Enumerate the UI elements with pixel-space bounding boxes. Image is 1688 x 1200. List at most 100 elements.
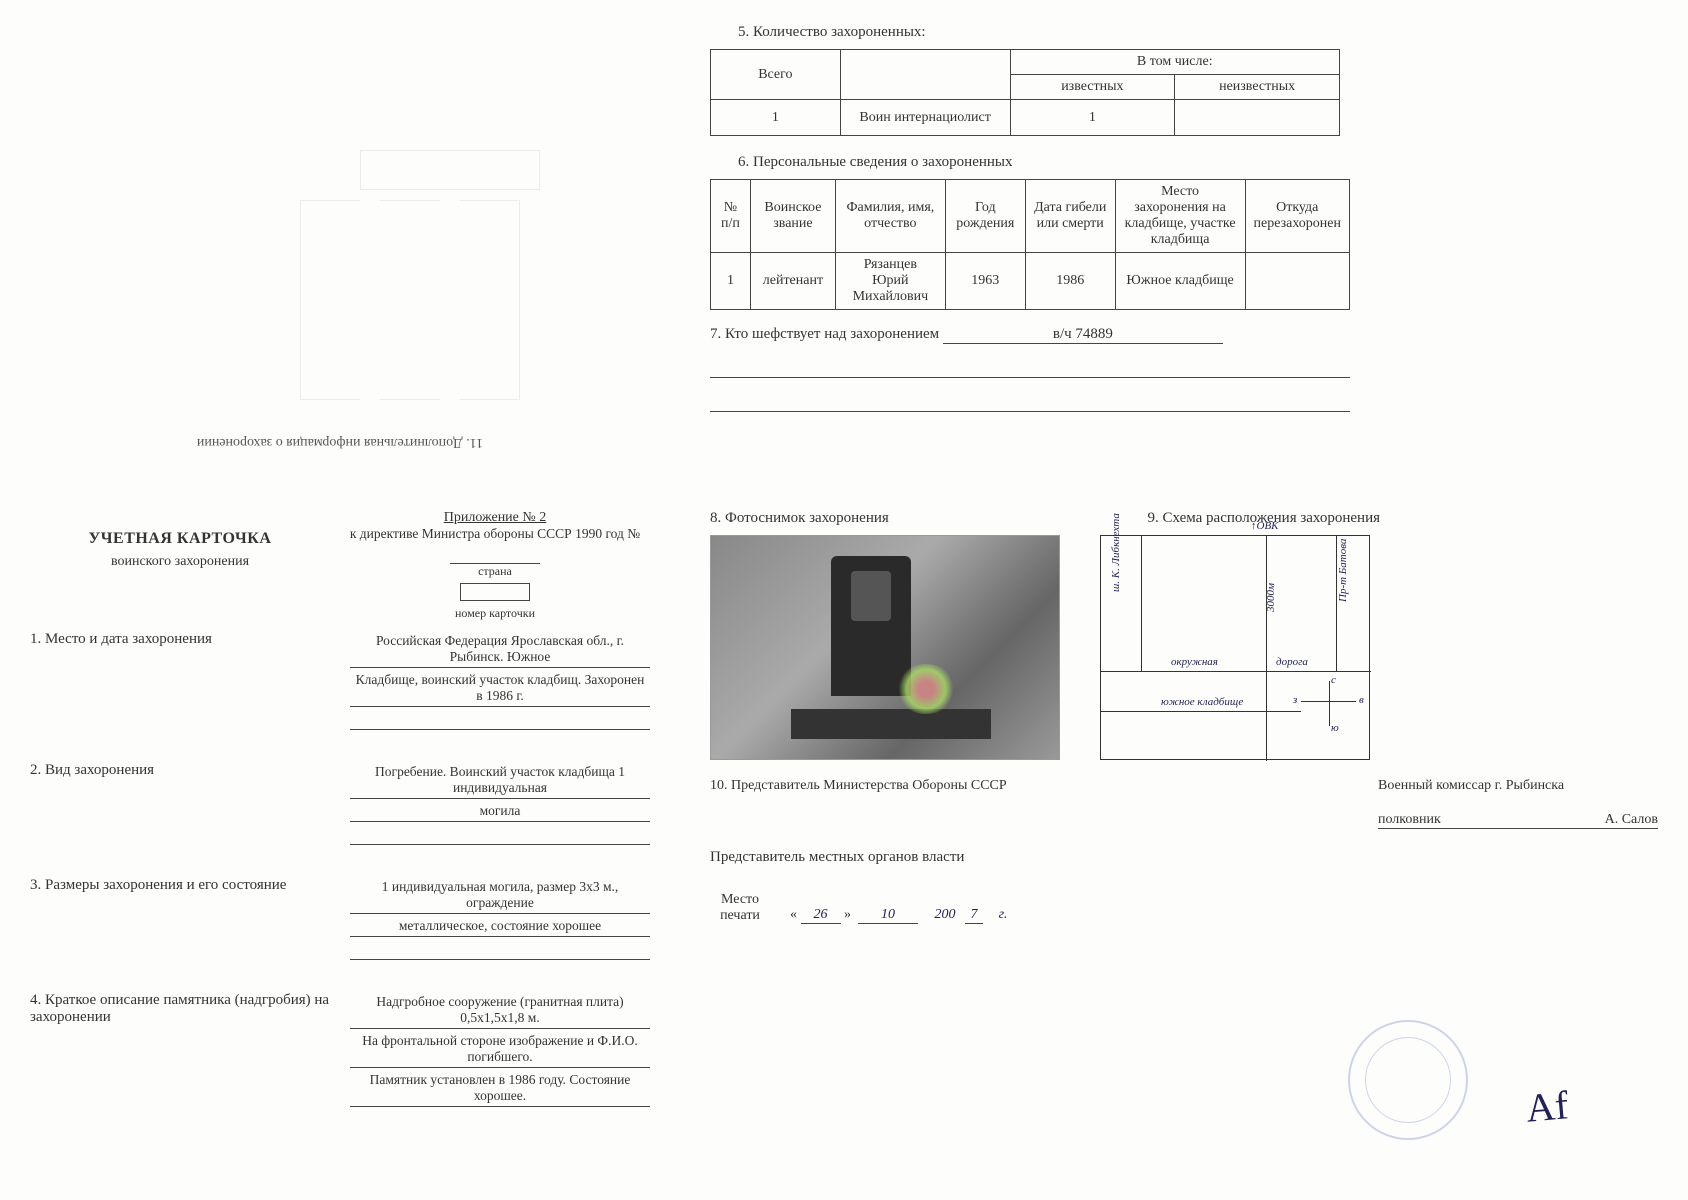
blank-line	[710, 392, 1350, 412]
value-line: Памятник установлен в 1986 году. Состоян…	[350, 1070, 650, 1107]
sec10-title: 10. Представитель Министерства Обороны С…	[710, 778, 1007, 794]
quadrant-top-right: 5. Количество захороненных: Всего В том …	[680, 0, 1688, 490]
t6-h-num: № п/п	[711, 180, 751, 253]
form-row: 4. Краткое описание памятника (надгробия…	[30, 992, 650, 1109]
t6-h-rank: Воинское звание	[750, 180, 835, 253]
rep-local: Представитель местных органов власти	[710, 849, 1658, 866]
scheme-line	[1101, 671, 1371, 672]
value-line: 1 индивидуальная могила, размер 3х3 м., …	[350, 877, 650, 914]
sec8-title: 8. Фотоснимок захоронения	[710, 510, 1070, 527]
compass-v	[1329, 681, 1330, 726]
scheme-street1: ш. К. Либкнехта	[1110, 513, 1122, 592]
scheme-south: южное кладбище	[1161, 696, 1243, 708]
value-line	[350, 939, 650, 960]
form-subtitle: воинского захоронения	[30, 554, 330, 570]
table-6: № п/п Воинское звание Фамилия, имя, отче…	[710, 179, 1350, 310]
form-items: 1. Место и дата захороненияРоссийская Фе…	[30, 631, 650, 1109]
bl-header: УЧЕТНАЯ КАРТОЧКА воинского захоронения П…	[30, 510, 650, 621]
table-row: 1 лейтенант Рязанцев Юрий Михайлович 196…	[711, 253, 1350, 310]
scheme-block: 9. Схема расположения захоронения ↑ОВК ш…	[1100, 510, 1380, 760]
cardnum-label: номер карточки	[340, 606, 650, 621]
seal-stamp	[1348, 1020, 1468, 1140]
form-row: 3. Размеры захоронения и его состояние1 …	[30, 877, 650, 962]
t6-h-name: Фамилия, имя, отчество	[835, 180, 945, 253]
t5-known: 1	[1010, 100, 1175, 136]
form-row: 1. Место и дата захороненияРоссийская Фе…	[30, 631, 650, 732]
value-line: Надгробное сооружение (гранитная плита) …	[350, 992, 650, 1029]
signature-line: полковник А. Салов	[1378, 812, 1658, 829]
date-line: « 26 » 10 2007г.	[790, 907, 1023, 924]
form-item-value: Надгробное сооружение (гранитная плита) …	[350, 992, 650, 1109]
bl-header-left: УЧЕТНАЯ КАРТОЧКА воинского захоронения	[30, 510, 330, 621]
t5-note: Воин интернациолист	[840, 100, 1010, 136]
grave-photo	[710, 535, 1060, 760]
value-line: Российская Федерация Ярославская обл., г…	[350, 631, 650, 668]
t6-place: Южное кладбище	[1115, 253, 1245, 310]
t5-h-unknown: неизвестных	[1175, 75, 1340, 100]
scheme-line	[1266, 536, 1267, 761]
scheme-line	[1101, 711, 1301, 712]
bl-header-right: Приложение № 2 к директиве Министра обор…	[340, 510, 650, 621]
value-line: На фронтальной стороне изображение и Ф.И…	[350, 1031, 650, 1068]
table-row: 1 Воин интернациолист 1	[711, 100, 1340, 136]
t6-birth: 1963	[945, 253, 1025, 310]
date-day: 26	[801, 907, 841, 924]
sec7-label: 7. Кто шефствует над захоронением	[710, 326, 939, 342]
form-row: 2. Вид захороненияПогребение. Воинский у…	[30, 762, 650, 847]
scheme-road: дорога	[1276, 656, 1308, 668]
date-g: г.	[983, 907, 1023, 923]
sec6-title: 6. Персональные сведения о захороненных	[738, 154, 1658, 171]
t5-total: 1	[711, 100, 841, 136]
directive-line: к директиве Министра обороны СССР 1990 г…	[340, 526, 650, 542]
country-field	[450, 548, 540, 564]
quadrant-bottom-left: УЧЕТНАЯ КАРТОЧКА воинского захоронения П…	[0, 490, 680, 1200]
photo-base	[791, 709, 991, 739]
form-title: УЧЕТНАЯ КАРТОЧКА	[30, 530, 330, 548]
quadrant-top-left: 11. Дополнительная информация о захороне…	[0, 0, 680, 490]
t6-h-death: Дата гибели или смерти	[1025, 180, 1115, 253]
scheme-line	[1141, 536, 1142, 671]
t5-h-blank	[840, 50, 1010, 100]
t6-num: 1	[711, 253, 751, 310]
rotated-caption: 11. Дополнительная информация о захороне…	[197, 434, 483, 450]
form-item-value: Российская Федерация Ярославская обл., г…	[350, 631, 650, 732]
signer-name: А. Салов	[1605, 812, 1658, 828]
t6-h-place: Место захоронения на кладбище, участке к…	[1115, 180, 1245, 253]
compass-n: с	[1331, 674, 1336, 686]
value-line: металлическое, состояние хорошее	[350, 916, 650, 937]
location-scheme: ↑ОВК ш. К. Либкнехта 3000м Пр-т Батова о…	[1100, 535, 1370, 760]
value-line: могила	[350, 801, 650, 822]
date-yhand: 7	[965, 907, 983, 924]
commissar-title: Военный комиссар г. Рыбинска	[1378, 778, 1658, 794]
date-yprefix: 200	[925, 907, 965, 923]
t6-from	[1245, 253, 1350, 310]
blank-line	[710, 358, 1350, 378]
br-top-row: 8. Фотоснимок захоронения 9. Схема распо…	[710, 510, 1658, 760]
sec5-title: 5. Количество захороненных:	[738, 24, 1658, 41]
place-seal-label: Место печати	[710, 892, 770, 924]
sig-row-2: полковник А. Салов	[710, 812, 1658, 829]
value-line: Кладбище, воинский участок кладбищ. Захо…	[350, 670, 650, 707]
t6-h-birth: Год рождения	[945, 180, 1025, 253]
rank: полковник	[1378, 812, 1441, 828]
scheme-ring: окружная	[1171, 656, 1218, 668]
photo-block: 8. Фотоснимок захоронения	[710, 510, 1070, 760]
scheme-obk: ↑ОВК	[1251, 520, 1278, 532]
compass-s: ю	[1331, 722, 1339, 734]
form-item-label: 1. Место и дата захоронения	[30, 631, 350, 648]
form-item-label: 4. Краткое описание памятника (надгробия…	[30, 992, 350, 1026]
compass-w: з	[1293, 694, 1297, 706]
sec9-title: 9. Схема расположения захоронения	[1100, 510, 1380, 527]
sig-row-1: 10. Представитель Министерства Обороны С…	[710, 778, 1658, 794]
t6-h-from: Откуда перезахоронен	[1245, 180, 1350, 253]
sec7-value: в/ч 74889	[943, 326, 1223, 344]
faint-sketch	[300, 150, 600, 410]
value-line	[350, 824, 650, 845]
card-number-box	[460, 583, 530, 601]
t5-h-total: Всего	[711, 50, 841, 100]
date-month: 10	[858, 907, 918, 924]
table-5: Всего В том числе: известных неизвестных…	[710, 49, 1340, 136]
scheme-street2: Пр-т Батова	[1337, 539, 1349, 602]
country-label: страна	[340, 564, 650, 579]
t5-unknown	[1175, 100, 1340, 136]
